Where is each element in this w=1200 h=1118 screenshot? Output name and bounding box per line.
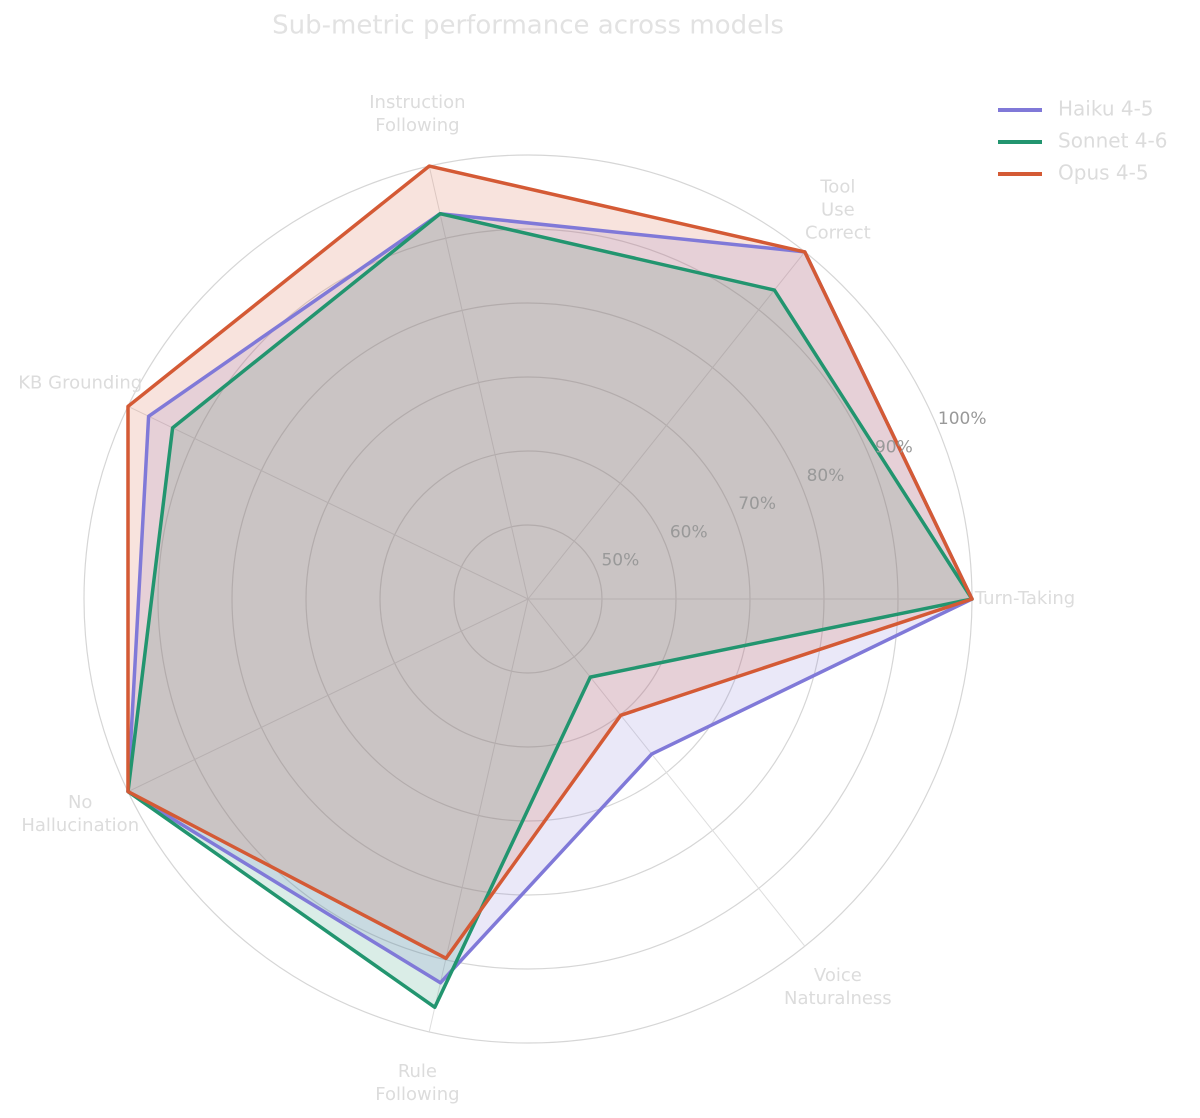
r-tick-label: 50% [601,551,639,571]
r-tick-label: 60% [670,522,708,542]
category-label: No Hallucination [21,792,139,836]
category-label: KB Grounding [18,372,142,393]
legend-label: Haiku 4-5 [1058,97,1154,121]
r-tick-label: 70% [738,494,776,514]
spoke [127,405,529,600]
category-label: Instruction Following [369,92,465,136]
category-label: Voice Naturalness [784,965,892,1009]
series-area [128,166,972,959]
spoke [428,166,529,600]
r-tick-label: 80% [807,466,845,486]
category-label: Turn-Taking [974,588,1075,609]
r-tick-label: 100% [938,409,987,429]
spoke [527,251,806,600]
series-line [126,211,974,1010]
spoke [527,598,806,947]
series-area [128,213,972,1008]
series-area [128,213,972,983]
series-line [126,211,974,985]
category-label: Tool Use Correct [805,176,871,243]
legend-label: Opus 4-5 [1058,161,1149,185]
legend-label: Sonnet 4-6 [1058,129,1167,153]
r-tick-label: 90% [875,437,913,457]
series-line [126,164,974,961]
category-label: Rule Following [375,1061,459,1105]
chart-title: Sub-metric performance across models [272,11,784,41]
spoke [127,598,529,793]
